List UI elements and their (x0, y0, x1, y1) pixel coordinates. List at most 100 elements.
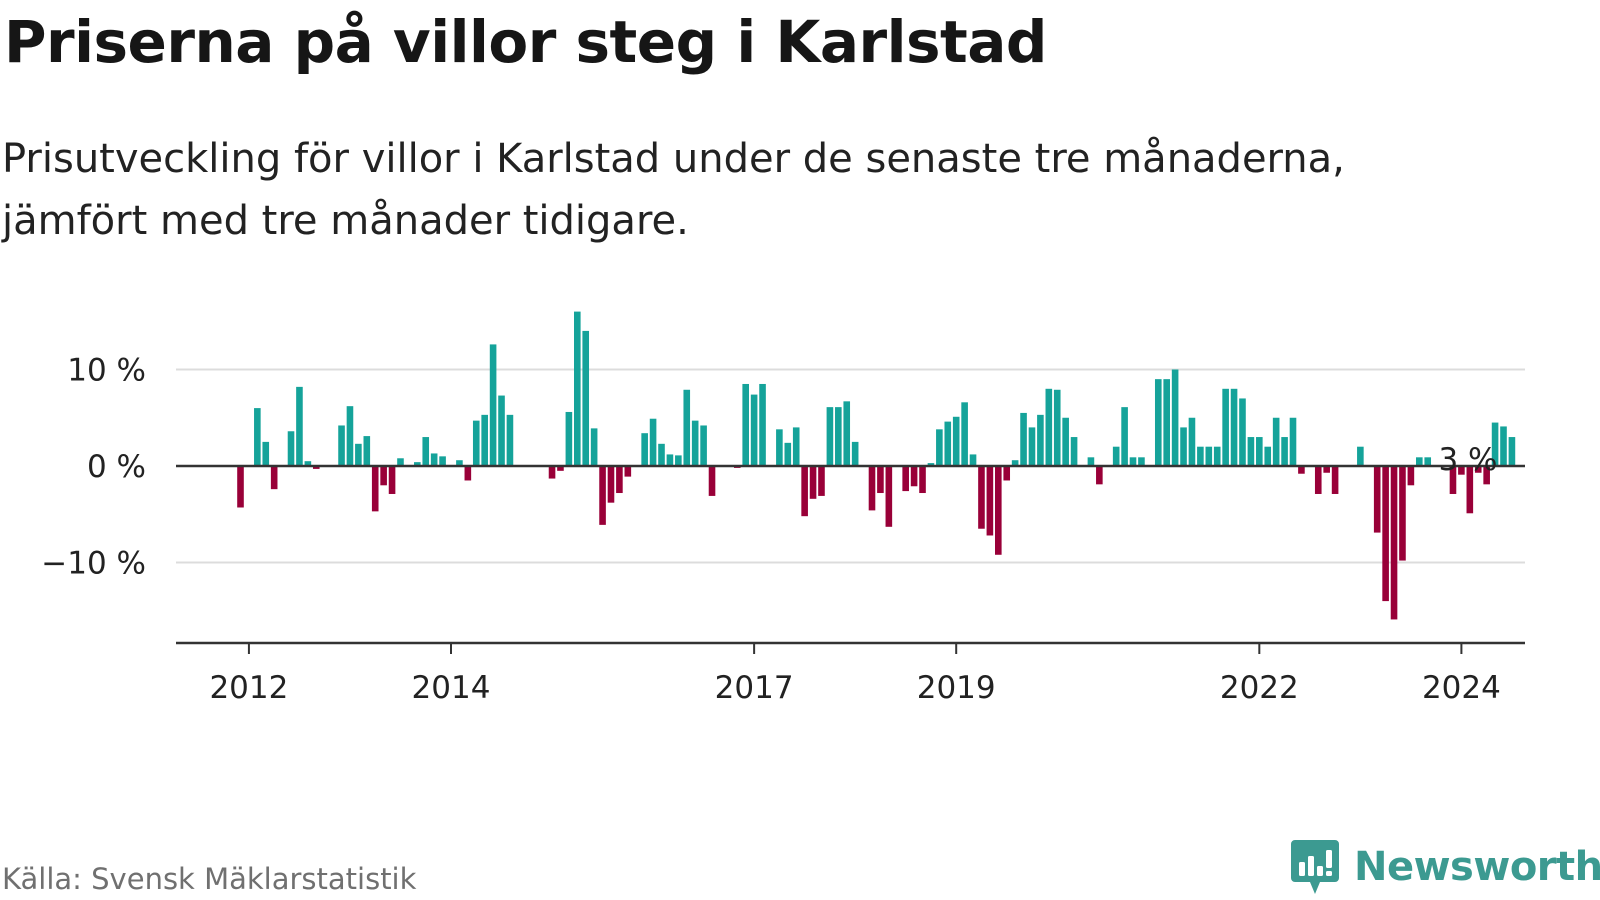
bar (1205, 446, 1213, 466)
bar (835, 407, 842, 466)
bar (1483, 466, 1490, 485)
bar (607, 466, 615, 503)
bar (296, 386, 303, 466)
bar (683, 389, 691, 466)
bar (439, 456, 446, 466)
bar (481, 414, 488, 466)
bar (380, 466, 387, 486)
bar (1213, 446, 1221, 466)
bar (582, 330, 590, 466)
bar (1382, 466, 1389, 602)
bar (1087, 457, 1095, 466)
bar (363, 436, 371, 467)
bar (708, 466, 716, 496)
bar (961, 402, 968, 466)
bar (304, 461, 312, 467)
bar (1357, 446, 1364, 466)
bar (1239, 398, 1246, 466)
bar (851, 441, 859, 467)
bar (590, 428, 598, 466)
bar (1070, 437, 1078, 466)
bar (1508, 437, 1516, 466)
bar (355, 443, 362, 467)
bar (1323, 466, 1330, 473)
bar (658, 443, 665, 467)
bar (237, 466, 244, 508)
bar (1197, 446, 1204, 466)
bar (952, 416, 960, 466)
axes (176, 464, 1525, 654)
bar (388, 466, 396, 494)
bar (902, 466, 909, 492)
brand-name: Newsworthy (1354, 844, 1600, 890)
bar (312, 466, 320, 469)
bar (1399, 466, 1406, 561)
bar (1062, 417, 1069, 466)
bar (691, 420, 699, 466)
bar (1003, 466, 1011, 481)
bar (776, 429, 783, 466)
bar (784, 442, 792, 466)
chart-title: Priserna på villor steg i Karlstad (4, 8, 1047, 76)
bar (1247, 437, 1255, 466)
source-note: Källa: Svensk Mäklarstatistik (2, 862, 417, 896)
bar (464, 466, 472, 481)
bar (422, 437, 430, 466)
bar (750, 394, 758, 466)
bar (1121, 407, 1128, 466)
bar (877, 466, 884, 494)
bar (1390, 466, 1398, 620)
bar (944, 421, 952, 466)
bar (927, 463, 935, 466)
bar (456, 460, 463, 466)
latest-value-annotation: 3 % (1438, 442, 1497, 478)
x-tick-label: 2022 (1220, 670, 1299, 706)
bar (397, 458, 404, 466)
bar (1256, 437, 1263, 466)
bar (1264, 446, 1272, 466)
bar (1138, 457, 1145, 466)
bar (506, 414, 514, 466)
bar (995, 466, 1002, 555)
bar (1458, 466, 1465, 475)
bar (574, 311, 581, 466)
bar (1188, 417, 1196, 466)
bar (1053, 389, 1061, 466)
x-tick-label: 2017 (715, 670, 794, 706)
bar (826, 407, 834, 466)
bar (1037, 414, 1044, 466)
bar-chart: 10 % 0 % −10 % 2012 2014 2017 2019 2022 2024 3 % (41, 311, 1525, 707)
bar (1416, 457, 1423, 466)
bar (616, 466, 623, 494)
axis-labels: 10 % 0 % −10 % 2012 2014 2017 2019 2022 2024 3 % (41, 353, 1501, 707)
newsworthy-logo-icon (1291, 840, 1339, 894)
bar (414, 462, 421, 466)
bar (641, 433, 648, 466)
bar (1028, 427, 1036, 466)
bar (262, 441, 270, 467)
bar (1500, 426, 1507, 466)
bar (1096, 466, 1103, 485)
y-tick-label: 10 % (67, 353, 146, 389)
bar (1474, 466, 1482, 473)
bar (843, 401, 851, 466)
bar (346, 406, 354, 466)
y-tick-label: −10 % (41, 546, 146, 582)
bar (809, 466, 817, 499)
bar (498, 395, 505, 466)
bar (885, 466, 893, 527)
bar (624, 466, 632, 477)
bar (1491, 422, 1499, 466)
bar (759, 383, 766, 466)
bar (472, 420, 480, 466)
bar (1129, 457, 1137, 466)
bar (1407, 466, 1415, 486)
bar (801, 466, 808, 517)
bar (371, 466, 379, 512)
bar (1163, 379, 1170, 466)
bar (666, 454, 674, 466)
bar (287, 431, 295, 466)
bar (978, 466, 985, 529)
bar (1045, 388, 1053, 466)
bar (868, 466, 876, 511)
